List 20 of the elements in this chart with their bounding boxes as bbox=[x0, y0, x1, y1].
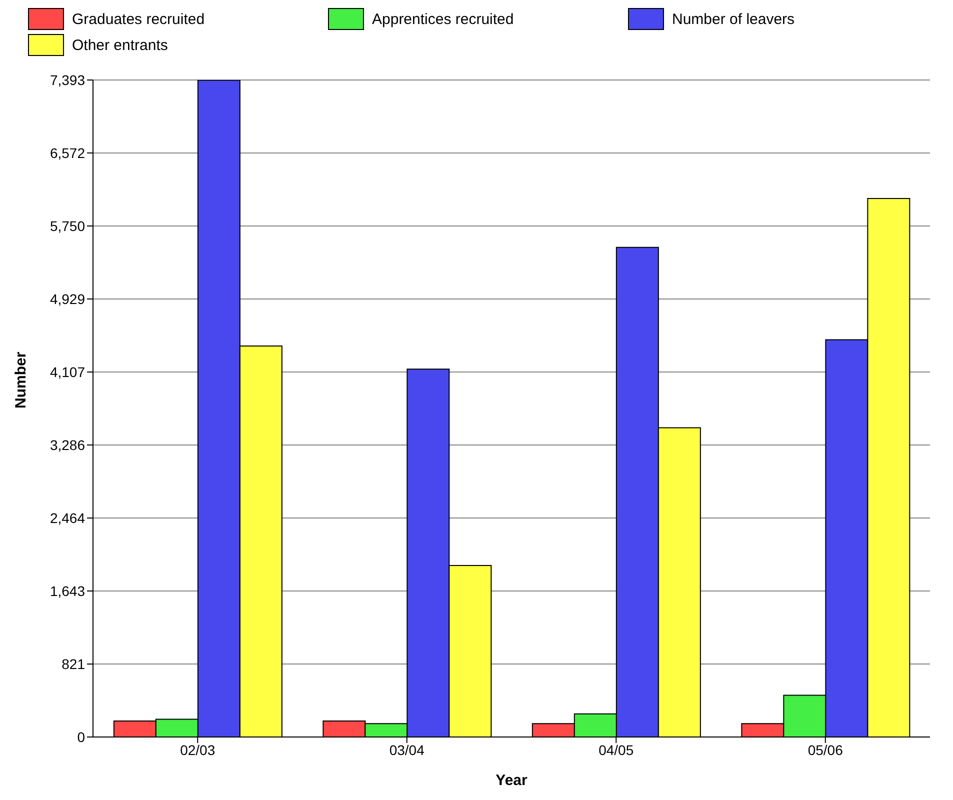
y-tick-label: 2,464 bbox=[50, 510, 86, 526]
x-axis-title: Year bbox=[496, 772, 528, 789]
x-tick-label: 02/03 bbox=[180, 742, 216, 758]
legend-label: Other entrants bbox=[71, 36, 169, 56]
y-tick-label: 4,107 bbox=[50, 364, 86, 380]
y-tick-label: 6,572 bbox=[50, 144, 86, 161]
legend-label: Number of leavers bbox=[671, 10, 796, 30]
y-tick-label: 0 bbox=[77, 728, 86, 745]
y-tick-label: 1,643 bbox=[50, 582, 86, 599]
legend-label: Apprentices recruited bbox=[371, 10, 515, 30]
legend-label: Graduates recruited bbox=[71, 10, 206, 30]
x-tick-label: 05/06 bbox=[808, 742, 844, 758]
y-tick-label: 821 bbox=[62, 656, 86, 672]
y-tick-label: 7,393 bbox=[50, 72, 86, 88]
y-tick-label: 3,286 bbox=[50, 436, 86, 453]
x-tick-label: 04/05 bbox=[598, 742, 634, 758]
y-axis-title: Number bbox=[12, 352, 30, 408]
y-tick-label: 4,929 bbox=[50, 290, 86, 307]
x-tick-label: 03/04 bbox=[389, 742, 425, 758]
y-tick-label: 5,750 bbox=[50, 218, 86, 234]
